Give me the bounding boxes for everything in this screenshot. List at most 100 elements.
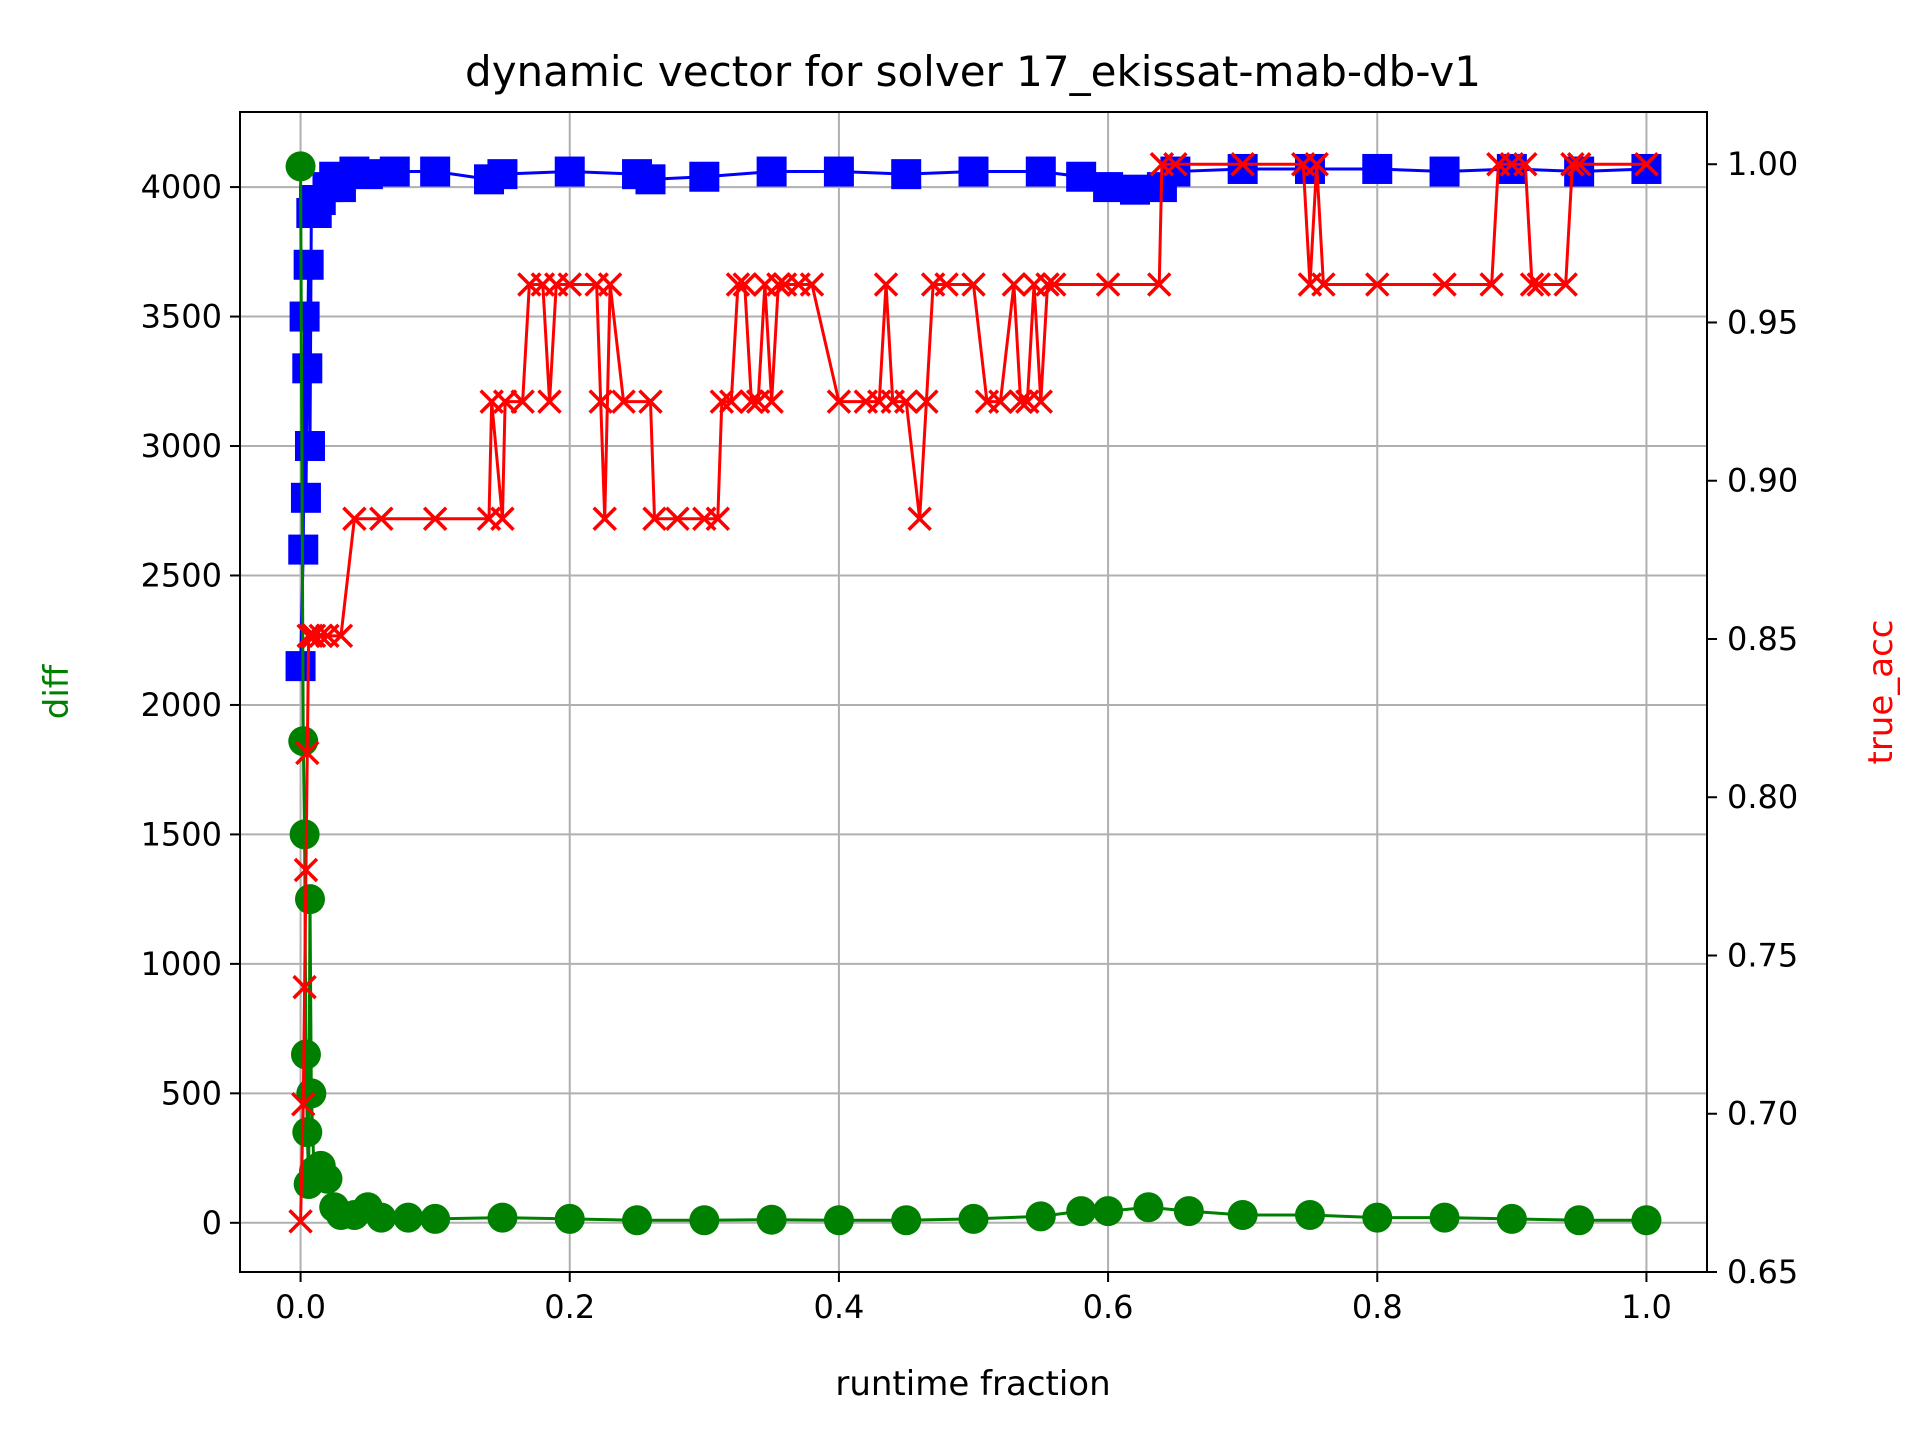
data-point <box>642 506 667 531</box>
data-point <box>799 272 825 297</box>
data-point <box>369 506 394 531</box>
data-point <box>622 1205 653 1236</box>
series-line <box>299 167 1647 667</box>
data-point <box>1560 151 1585 177</box>
data-point <box>1163 151 1188 177</box>
data-point <box>1362 153 1393 184</box>
data-point <box>592 506 617 531</box>
data-point <box>554 1203 585 1234</box>
data-point <box>1513 151 1538 177</box>
left-y-tick-label: 0 <box>202 1204 222 1242</box>
data-point <box>294 431 325 462</box>
data-point <box>1066 161 1097 192</box>
data-point <box>1496 1203 1527 1234</box>
data-point <box>719 389 744 414</box>
data-point <box>342 506 367 531</box>
data-point <box>739 389 764 414</box>
chart-title: dynamic vector for solver 17_ekissat-mab… <box>465 47 1481 96</box>
data-point <box>1035 272 1060 297</box>
data-point <box>689 1205 720 1236</box>
data-point <box>823 156 854 187</box>
data-point <box>1042 272 1067 297</box>
data-point <box>1093 172 1124 203</box>
data-point <box>1526 272 1552 297</box>
data-point <box>510 389 535 414</box>
right-y-tick-label: 0.65 <box>1727 1253 1798 1291</box>
green-circle-series <box>285 151 1662 1236</box>
data-point <box>393 1202 424 1233</box>
right-y-axis-label: true_acc <box>1861 620 1901 765</box>
data-point <box>732 272 757 297</box>
data-point <box>1365 272 1390 297</box>
data-point <box>823 1205 854 1236</box>
data-point <box>293 249 324 280</box>
data-point <box>487 159 518 190</box>
data-point <box>420 1203 451 1234</box>
data-point <box>487 1202 518 1233</box>
data-point <box>1120 174 1151 205</box>
data-point <box>826 389 852 414</box>
data-point <box>328 623 354 649</box>
right-y-tick-label: 1.00 <box>1727 145 1798 183</box>
data-point <box>638 389 663 414</box>
data-point <box>289 819 320 850</box>
left-y-tick-label: 2500 <box>141 556 222 594</box>
right-y-tick-label: 0.75 <box>1727 936 1798 974</box>
data-point <box>1066 1196 1097 1227</box>
data-point <box>988 389 1013 414</box>
right-y-tick-label: 0.80 <box>1727 778 1798 816</box>
data-point <box>891 159 922 190</box>
data-point <box>756 156 787 187</box>
data-point <box>308 623 333 649</box>
data-point <box>292 1117 323 1148</box>
x-tick-label: 1.0 <box>1621 1288 1672 1326</box>
data-point <box>366 1202 397 1233</box>
data-point <box>291 1092 316 1117</box>
data-point <box>1429 1202 1460 1233</box>
data-point <box>292 974 317 1000</box>
data-point <box>290 482 321 513</box>
series-line <box>299 166 1647 1222</box>
data-point <box>312 1163 343 1194</box>
right-y-tick-label: 0.70 <box>1727 1095 1798 1133</box>
data-point <box>1227 1200 1258 1231</box>
data-point <box>296 623 321 649</box>
data-point <box>492 389 518 414</box>
data-point <box>1479 272 1504 297</box>
grid <box>240 112 1707 1272</box>
data-point <box>1311 272 1336 297</box>
data-point <box>891 1205 922 1236</box>
data-point <box>1028 389 1054 414</box>
data-point <box>554 156 585 187</box>
data-point <box>1294 1200 1325 1231</box>
right-y-axis: 0.65 0.70 0.75 0.80 0.85 0.90 0.95 1.00 <box>1707 145 1798 1291</box>
x-tick-label: 0.0 <box>275 1288 326 1326</box>
right-y-tick-label: 0.95 <box>1727 303 1798 341</box>
data-point <box>1133 1192 1164 1223</box>
data-point <box>1001 272 1027 297</box>
x-tick-label: 0.6 <box>1083 1288 1134 1326</box>
red-x-series <box>288 151 1659 1234</box>
data-point <box>635 164 666 195</box>
data-point <box>1631 1205 1662 1236</box>
data-point <box>285 151 316 182</box>
data-point <box>352 159 383 190</box>
plot-frame <box>239 111 1708 1273</box>
data-point <box>934 272 959 297</box>
data-point <box>893 389 919 414</box>
left-y-tick-label: 500 <box>161 1074 222 1112</box>
data-point <box>1025 156 1056 187</box>
plot-series <box>285 151 1662 1236</box>
left-y-axis-label: diff <box>37 663 77 719</box>
data-point <box>1095 272 1121 297</box>
data-point <box>709 389 735 414</box>
data-point <box>1093 1196 1124 1227</box>
data-point <box>288 1209 313 1234</box>
left-y-tick-label: 1000 <box>141 945 222 983</box>
data-point <box>766 272 791 297</box>
data-point <box>292 353 323 384</box>
data-point <box>1432 272 1457 297</box>
left-y-tick-label: 4000 <box>141 168 222 206</box>
data-point <box>597 272 623 297</box>
data-point <box>611 389 636 414</box>
